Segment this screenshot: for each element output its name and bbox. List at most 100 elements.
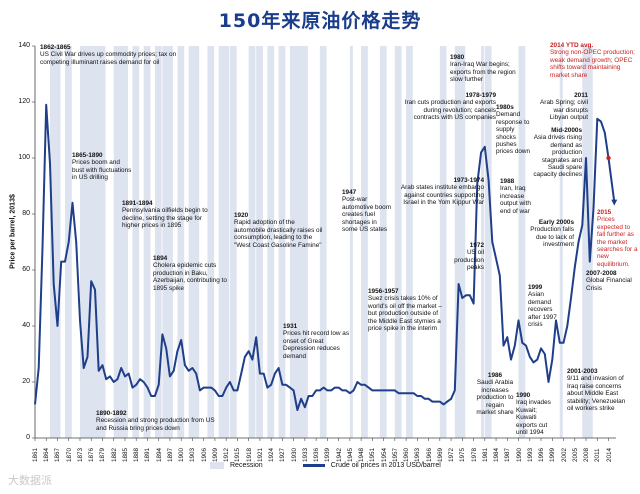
annotation-1988: 1988 Iran, Iraq increase output with end… bbox=[500, 178, 536, 215]
forecast-segment bbox=[609, 158, 615, 202]
annotation-1891-head: 1891-1894 bbox=[122, 200, 220, 207]
recession-band-19 bbox=[350, 46, 353, 438]
x-tick-1918: 1918 bbox=[246, 448, 253, 462]
watermark: 大数据派 bbox=[8, 472, 52, 488]
x-tick-2002: 2002 bbox=[561, 448, 568, 462]
x-tick-2008: 2008 bbox=[583, 448, 590, 462]
annotation-2014-head: 2014 YTD avg. bbox=[550, 42, 638, 49]
forecast-arrowhead bbox=[611, 200, 617, 206]
x-tick-1972: 1972 bbox=[448, 448, 455, 462]
annotation-2011: 2011 Arab Spring; civil war disrupts Lib… bbox=[536, 92, 588, 122]
annotation-early2000s: Early 2000s Production falls due to lack… bbox=[528, 219, 574, 249]
annotation-1931-head: 1931 bbox=[283, 323, 355, 330]
x-tick-1870: 1870 bbox=[66, 448, 73, 462]
x-tick-1927: 1927 bbox=[279, 448, 286, 462]
annotation-2015-head: 2015 bbox=[597, 209, 639, 216]
recession-band-20 bbox=[361, 46, 368, 438]
recession-band-11 bbox=[219, 46, 229, 438]
annotation-1990: 1990 Iraq invades Kuwait; Kuwaiti export… bbox=[516, 392, 554, 436]
x-tick-1885: 1885 bbox=[122, 448, 129, 462]
highlight-point bbox=[606, 156, 610, 160]
annotation-2011-text: Arab Spring; civil war disrupts Libyan o… bbox=[540, 99, 588, 121]
annotation-2001: 2001-2003 9/11 and invasion of Iraq rais… bbox=[567, 368, 631, 412]
annotation-1891: 1891-1894 Pennsylvania oilfields begin t… bbox=[122, 200, 220, 230]
annotation-1980s: 1980s Demand response to supply shocks p… bbox=[496, 104, 532, 156]
y-tick-100: 100 bbox=[8, 154, 30, 161]
x-tick-1879: 1879 bbox=[99, 448, 106, 462]
legend-price-label: Crude oil prices in 2013 USD/barrel bbox=[331, 462, 441, 469]
annotation-2015-text: Prices expected to fall further as the m… bbox=[597, 216, 638, 267]
recession-band-2 bbox=[80, 46, 105, 438]
x-tick-2014: 2014 bbox=[606, 448, 613, 462]
annotation-1931: 1931 Prices hit record low as onset of G… bbox=[283, 323, 355, 360]
annotation-1947-head: 1947 bbox=[342, 189, 394, 196]
x-tick-1987: 1987 bbox=[504, 448, 511, 462]
x-tick-1909: 1909 bbox=[212, 448, 219, 462]
x-tick-1915: 1915 bbox=[234, 448, 241, 462]
annotation-2007: 2007-2008 Global Financial Crisis bbox=[586, 270, 632, 292]
annotation-1947: 1947 Post-war automotive boom creates fu… bbox=[342, 189, 394, 233]
y-tick-0: 0 bbox=[8, 434, 30, 441]
x-tick-1888: 1888 bbox=[133, 448, 140, 462]
x-tick-1996: 1996 bbox=[538, 448, 545, 462]
annotation-1999-text: Asian demand recovers after 1997 crisis bbox=[528, 291, 557, 328]
annotation-1980-text: Iran-Iraq War begins; exports from the r… bbox=[450, 61, 516, 83]
annotation-1956-text: Suez crisis takes 10% of world's oil off… bbox=[368, 295, 442, 332]
x-tick-1960: 1960 bbox=[403, 448, 410, 462]
x-tick-1897: 1897 bbox=[167, 448, 174, 462]
annotation-1980: 1980 Iran-Iraq War begins; exports from … bbox=[450, 54, 530, 84]
annotation-mid2000s-head: Mid-2000s bbox=[530, 127, 582, 134]
x-tick-1948: 1948 bbox=[358, 448, 365, 462]
annotation-1986-head: 1986 bbox=[476, 372, 514, 379]
y-tick-80: 80 bbox=[8, 210, 30, 217]
x-tick-1954: 1954 bbox=[381, 448, 388, 462]
annotation-1862-head: 1862-1865 bbox=[40, 44, 180, 51]
recession-band-5 bbox=[144, 46, 151, 438]
x-tick-1984: 1984 bbox=[493, 448, 500, 462]
annotation-1865-head: 1865-1890 bbox=[72, 152, 132, 159]
annotation-1890-text: Recession and strong production from US … bbox=[96, 417, 215, 431]
legend-recession-swatch bbox=[210, 462, 224, 469]
x-tick-1894: 1894 bbox=[156, 448, 163, 462]
annotation-1990-text: Iraq invades Kuwait; Kuwaiti exports cut… bbox=[516, 399, 551, 436]
legend-recession-label: Recession bbox=[230, 462, 263, 469]
x-tick-1903: 1903 bbox=[189, 448, 196, 462]
annotation-1986: 1986 Saudi Arabia increases production t… bbox=[476, 372, 514, 416]
annotation-2014-text: Strong non-OPEC production; weak demand … bbox=[550, 49, 635, 78]
x-tick-1990: 1990 bbox=[516, 448, 523, 462]
annotation-2007-text: Global Financial Crisis bbox=[586, 277, 632, 291]
recession-band-7 bbox=[162, 46, 172, 438]
x-tick-1861: 1861 bbox=[32, 448, 39, 462]
x-tick-1939: 1939 bbox=[324, 448, 331, 462]
annotation-2007-head: 2007-2008 bbox=[586, 270, 632, 277]
annotation-2001-text: 9/11 and invasion of Iraq raise concerns… bbox=[567, 375, 625, 412]
annotation-1865-text: Prices boom and bust with fluctuations i… bbox=[72, 159, 131, 181]
annotation-1894-text: Cholera epidemic cuts production in Baku… bbox=[153, 262, 227, 291]
annotation-1973-text: Arab states institute embargo against co… bbox=[401, 184, 484, 206]
annotation-early2000s-head: Early 2000s bbox=[528, 219, 574, 226]
x-tick-1957: 1957 bbox=[392, 448, 399, 462]
recession-band-4 bbox=[132, 46, 139, 438]
x-tick-1900: 1900 bbox=[178, 448, 185, 462]
annotation-mid2000s: Mid-2000s Asia drives rising demand as p… bbox=[530, 127, 582, 179]
annotation-1988-head: 1988 bbox=[500, 178, 536, 185]
annotation-1890: 1890-1892 Recession and strong productio… bbox=[96, 410, 224, 432]
x-tick-1978: 1978 bbox=[471, 448, 478, 462]
x-tick-1933: 1933 bbox=[302, 448, 309, 462]
annotation-1865: 1865-1890 Prices boom and bust with fluc… bbox=[72, 152, 132, 182]
recession-band-21 bbox=[380, 46, 387, 438]
annotation-1947-text: Post-war automotive boom creates fuel sh… bbox=[342, 196, 391, 233]
annotation-2014: 2014 YTD avg. Strong non-OPEC production… bbox=[550, 42, 638, 79]
x-tick-1912: 1912 bbox=[223, 448, 230, 462]
annotation-1978-text: Iran cuts production and exports during … bbox=[405, 99, 496, 121]
x-tick-2011: 2011 bbox=[594, 448, 601, 462]
annotation-1980s-head: 1980s bbox=[496, 104, 532, 111]
legend-price-swatch bbox=[303, 464, 325, 467]
y-tick-140: 140 bbox=[8, 42, 30, 49]
x-tick-1876: 1876 bbox=[88, 448, 95, 462]
x-tick-2005: 2005 bbox=[572, 448, 579, 462]
annotation-1978-head: 1978-1979 bbox=[398, 92, 496, 99]
y-axis-label: Price per barrel, 2013$ bbox=[10, 167, 17, 297]
x-tick-1924: 1924 bbox=[268, 448, 275, 462]
annotation-1972: 1972 US oil production peaks bbox=[448, 242, 484, 272]
